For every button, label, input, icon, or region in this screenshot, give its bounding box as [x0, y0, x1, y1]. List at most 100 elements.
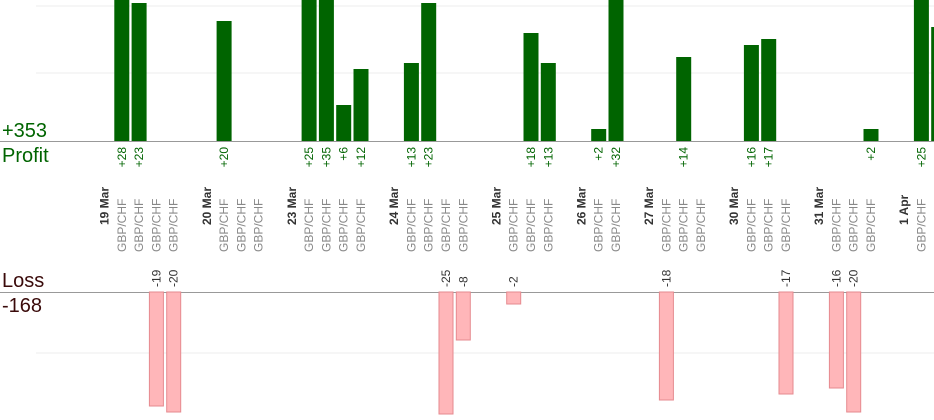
profit-value-label: +35	[319, 147, 333, 168]
loss-bar	[455, 291, 471, 341]
pair-label: GBP/CHF	[914, 199, 928, 252]
loss-value-label: -19	[149, 269, 163, 287]
profit-bar	[216, 21, 232, 141]
profit-value-label: +28	[115, 147, 129, 168]
date-label: 19 Mar	[98, 187, 112, 225]
loss-value-label: -8	[456, 276, 470, 287]
loss-bar	[828, 291, 844, 389]
loss-bar	[438, 291, 454, 415]
loss-value-label: -20	[847, 269, 861, 287]
loss-value-label: -2	[507, 276, 521, 287]
date-label: 31 Mar	[812, 187, 826, 225]
profit-value-label: +23	[132, 147, 146, 168]
profit-bar	[523, 33, 539, 141]
profit-value-label: +18	[524, 147, 538, 168]
loss-value-label: -17	[779, 269, 793, 287]
profit-bar	[540, 63, 556, 141]
date-label: 1 Apr	[897, 194, 911, 225]
profit-total: +353	[2, 120, 47, 142]
profit-bar	[403, 63, 419, 141]
profit-bar	[114, 0, 130, 141]
pair-label: GBP/CHF	[847, 199, 861, 252]
profit-value-label: +6	[337, 147, 351, 161]
profit-bar	[353, 69, 369, 141]
profit-value-label: +12	[354, 147, 368, 168]
loss-bar	[846, 291, 862, 413]
date-label: 24 Mar	[387, 187, 401, 225]
pair-label: GBP/CHF	[829, 199, 843, 252]
pair-label: GBP/CHF	[234, 199, 248, 252]
profit-value-label: +13	[541, 147, 555, 168]
pair-label: GBP/CHF	[932, 199, 934, 252]
pair-label: GBP/CHF	[524, 199, 538, 252]
pair-label: GBP/CHF	[149, 199, 163, 252]
loss-value-label: -20	[167, 269, 181, 287]
loss-label: Loss	[2, 270, 44, 292]
date-label: 27 Mar	[642, 187, 656, 225]
profit-value-label: +25	[914, 147, 928, 168]
date-label: 23 Mar	[285, 187, 299, 225]
pair-label: GBP/CHF	[354, 199, 368, 252]
pair-label: GBP/CHF	[744, 199, 758, 252]
loss-bar	[658, 291, 674, 401]
pair-label: GBP/CHF	[252, 199, 266, 252]
pair-label: GBP/CHF	[694, 199, 708, 252]
pair-label: GBP/CHF	[456, 199, 470, 252]
profit-bar	[608, 0, 624, 141]
loss-value-label: -16	[829, 269, 843, 287]
profit-value-label: +19	[932, 147, 934, 168]
profit-bar	[913, 0, 929, 141]
pair-label: GBP/CHF	[167, 199, 181, 252]
profit-value-label: +25	[302, 147, 316, 168]
profit-bar	[131, 3, 147, 141]
profit-value-label: +2	[592, 147, 606, 161]
profit-bar	[591, 129, 607, 141]
profit-bar	[863, 129, 879, 141]
profit-value-label: +17	[762, 147, 776, 168]
profit-value-label: +14	[677, 147, 691, 168]
pair-label: GBP/CHF	[659, 199, 673, 252]
loss-bar	[166, 291, 182, 413]
loss-bar	[506, 291, 522, 305]
loss-value-label: -25	[439, 269, 453, 287]
pair-label: GBP/CHF	[422, 199, 436, 252]
date-label: 30 Mar	[727, 187, 741, 225]
loss-value-label: -18	[659, 269, 673, 287]
pair-label: GBP/CHF	[677, 199, 691, 252]
pair-label: GBP/CHF	[439, 199, 453, 252]
pair-label: GBP/CHF	[132, 199, 146, 252]
date-label: 25 Mar	[489, 187, 503, 225]
profit-value-label: +20	[217, 147, 231, 168]
loss-bar	[148, 291, 164, 407]
profit-bar	[301, 0, 317, 141]
labels: 19 Mar GBP/CHF +28 GBP/CHF +23 GBP/CHF -19 GBP/…	[98, 147, 934, 287]
profit-bar	[336, 105, 352, 141]
date-label: 20 Mar	[200, 187, 214, 225]
pair-label: GBP/CHF	[302, 199, 316, 252]
pair-label: GBP/CHF	[404, 199, 418, 252]
loss-bar	[778, 291, 794, 395]
profit-bar	[761, 39, 777, 141]
profit-value-label: +23	[422, 147, 436, 168]
pair-label: GBP/CHF	[609, 199, 623, 252]
profit-value-label: +2	[864, 147, 878, 161]
profit-value-label: +16	[744, 147, 758, 168]
profit-value-label: +32	[609, 147, 623, 168]
profit-bar	[676, 57, 692, 141]
bars	[114, 0, 934, 415]
pair-label: GBP/CHF	[592, 199, 606, 252]
profit-label: Profit	[2, 145, 49, 167]
pair-label: GBP/CHF	[507, 199, 521, 252]
pair-label: GBP/CHF	[864, 199, 878, 252]
pair-label: GBP/CHF	[319, 199, 333, 252]
pair-label: GBP/CHF	[115, 199, 129, 252]
pair-label: GBP/CHF	[762, 199, 776, 252]
profit-value-label: +13	[404, 147, 418, 168]
pair-label: GBP/CHF	[541, 199, 555, 252]
profit-bar	[421, 3, 437, 141]
date-label: 26 Mar	[574, 187, 588, 225]
loss-total: -168	[2, 295, 42, 317]
profit-bar	[743, 45, 759, 141]
profit-bar	[318, 0, 334, 141]
